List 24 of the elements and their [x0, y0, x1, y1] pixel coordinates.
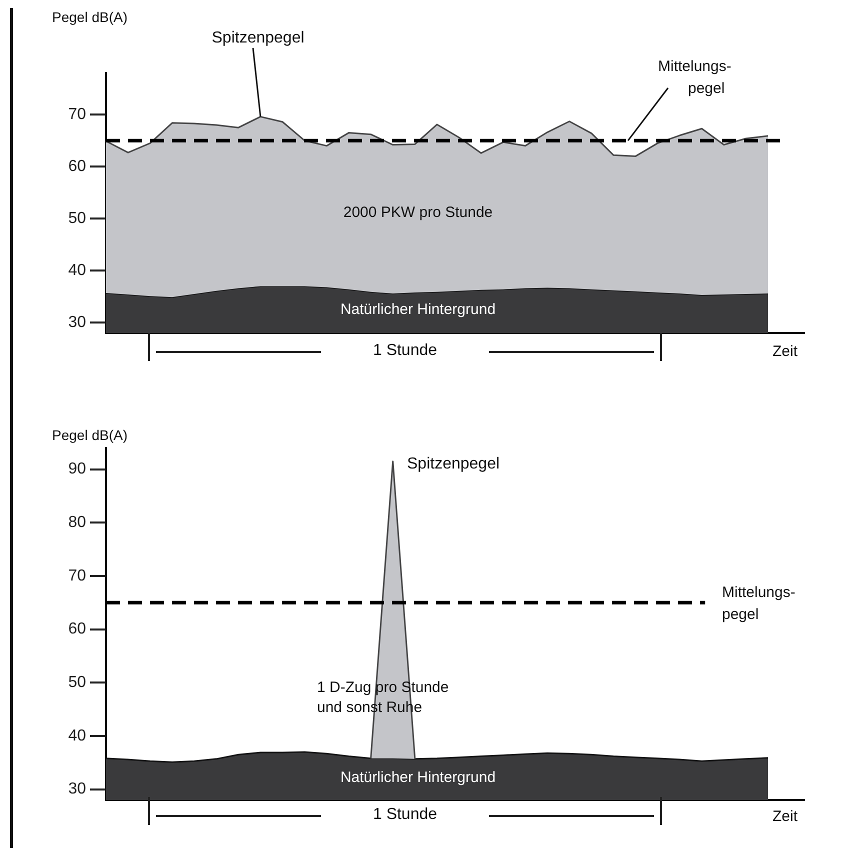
- y-tick-label: 80: [68, 514, 86, 532]
- text: 1 Stunde: [372, 342, 438, 360]
- y-tick-label: 70: [68, 567, 86, 584]
- ref-line-label: Mittelungs- pegel: [658, 58, 732, 98]
- y-tick-label: 50: [68, 674, 86, 692]
- y-tick-label: 50: [68, 210, 86, 228]
- y-tick-label: 60: [68, 158, 86, 176]
- y-tick-label: 40: [68, 727, 86, 744]
- text: Spitzenpegel: [212, 29, 304, 46]
- x-axis-title: Zeit: [772, 808, 798, 826]
- x-axis-title: Zeit: [772, 343, 798, 360]
- y-axis-title: Pegel dB(A): [52, 8, 128, 25]
- y-tick-label: 40: [68, 262, 86, 280]
- ref-line-label: Mittelungs- pegel: [722, 584, 796, 624]
- text: 1 Stunde: [372, 806, 438, 824]
- y-tick-label: 60: [68, 620, 86, 638]
- y-tick-label: 30: [68, 780, 86, 798]
- y-tick-label: 90: [68, 460, 86, 478]
- y-axis-title: Pegel dB(A): [52, 426, 128, 443]
- y-tick-label: 70: [68, 106, 86, 124]
- y-tick-label: 30: [68, 314, 86, 332]
- series-label: Natürlicher Hintergrund: [340, 769, 496, 786]
- series-label: 2000 PKW pro Stunde: [343, 204, 493, 222]
- annotation: Spitzenpegel: [407, 455, 500, 472]
